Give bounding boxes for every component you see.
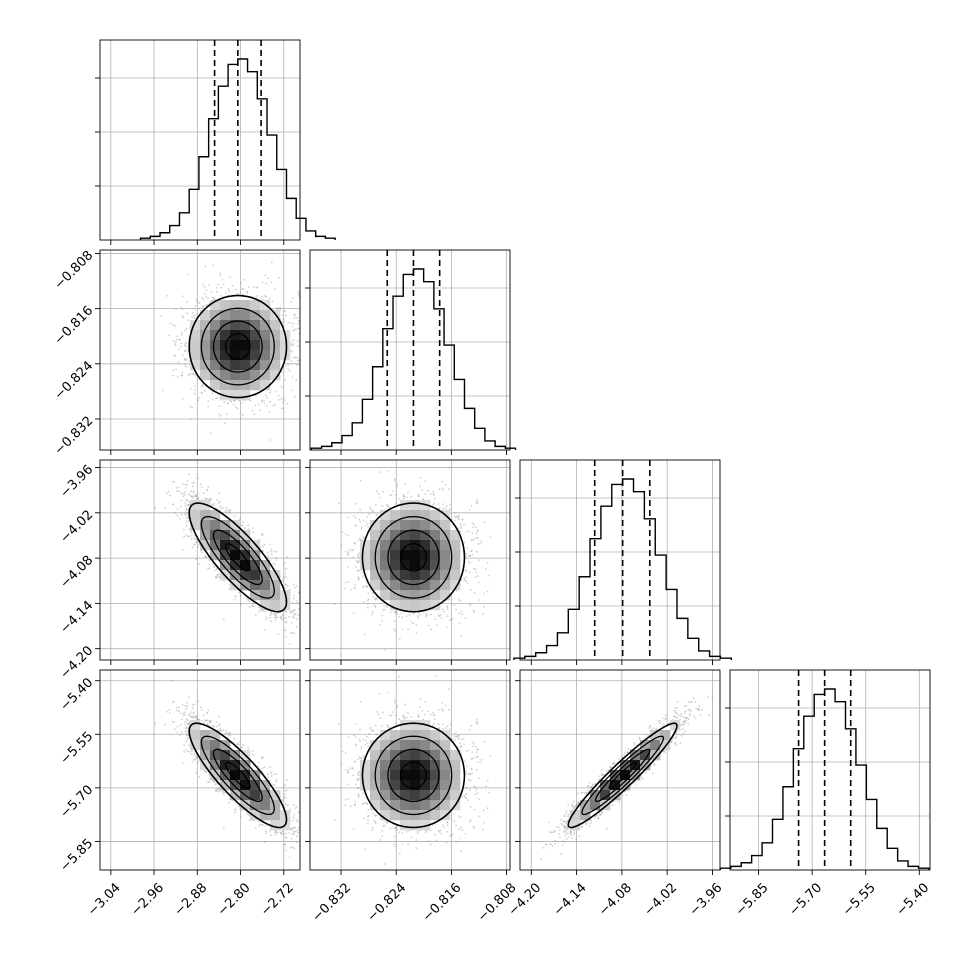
x-tick-label: −4.14 — [551, 880, 590, 919]
y-tick-label: −4.08 — [58, 553, 97, 592]
histogram-panel-3: −5.85 −5.70 −5.55 −5.40 — [719, 669, 933, 919]
y-tick-label: −3.96 — [58, 462, 97, 501]
y-tick-label: −4.14 — [58, 598, 97, 637]
y-tick-label: −5.70 — [58, 783, 97, 822]
histogram-panel-2 — [513, 459, 733, 665]
x-tick-label: −2.72 — [258, 880, 297, 919]
contour-line — [225, 761, 251, 790]
contour-line — [225, 543, 251, 572]
histogram-panel-0 — [95, 39, 336, 245]
x-tick-label: −5.70 — [786, 880, 825, 919]
histogram-panel-1 — [305, 249, 517, 455]
contour-line — [594, 748, 651, 803]
y-tick-label: −0.808 — [52, 248, 97, 293]
contour-line — [567, 722, 678, 829]
contour-line — [387, 748, 440, 803]
y-tick-label: −5.85 — [58, 836, 97, 875]
contour-line — [188, 502, 288, 613]
y-tick-label: −0.816 — [52, 303, 97, 348]
y-tick-label: −5.55 — [58, 729, 97, 768]
contour-line — [400, 543, 427, 572]
x-tick-label: −2.88 — [172, 880, 211, 919]
scatter-panel-3-0: −3.04 −2.96 −2.88 −2.80 −2.72 −5.85 −5.70 −5.55… — [58, 669, 301, 919]
scatter-panel-3-2: −4.20 −4.14 −4.08 −4.02 −3.96 — [506, 669, 726, 919]
contour-line — [212, 748, 263, 803]
contour-line — [188, 294, 288, 399]
x-tick-label: −3.04 — [85, 880, 124, 919]
contour-line — [200, 307, 275, 386]
x-tick-label: −3.96 — [687, 880, 726, 919]
scatter-panel-3-1: −0.832 −0.824 −0.816 −0.808 — [305, 669, 520, 925]
x-tick-label: −2.80 — [215, 880, 254, 919]
contour-line — [374, 515, 453, 599]
y-tick-label: −4.02 — [58, 508, 97, 547]
x-tick-label: −5.55 — [840, 880, 879, 919]
scatter-panel-1-0: −0.832 −0.824 −0.816 −0.808 — [52, 248, 301, 459]
contour-line — [581, 735, 665, 816]
contour-line — [200, 515, 275, 599]
contour-line — [212, 529, 263, 586]
contour-line — [212, 320, 263, 373]
y-tick-label: −0.824 — [52, 358, 97, 403]
contour-line — [387, 529, 440, 586]
contour-line — [374, 735, 453, 816]
contour-line — [361, 722, 466, 829]
x-tick-label: −0.816 — [420, 880, 465, 925]
x-tick-label: −5.85 — [733, 880, 772, 919]
contour-line — [608, 761, 637, 790]
x-tick-label: −4.02 — [641, 880, 680, 919]
scatter-panel-2-1 — [305, 459, 511, 665]
y-tick-label: −4.20 — [58, 643, 97, 682]
x-tick-label: −0.832 — [309, 880, 354, 925]
y-tick-label: −0.832 — [52, 414, 97, 459]
contour-line — [400, 761, 427, 790]
contour-line — [361, 502, 466, 613]
x-tick-label: −4.08 — [596, 880, 635, 919]
x-tick-label: −2.96 — [128, 880, 167, 919]
y-tick-label: −5.40 — [58, 675, 97, 714]
x-tick-label: −0.824 — [365, 880, 410, 925]
scatter-panel-2-0: −4.20 −4.14 −4.08 −4.02 −3.96 — [58, 459, 301, 682]
contour-line — [200, 735, 275, 816]
contour-line — [225, 333, 251, 360]
contour-line — [188, 722, 288, 829]
x-tick-label: −5.40 — [894, 880, 933, 919]
